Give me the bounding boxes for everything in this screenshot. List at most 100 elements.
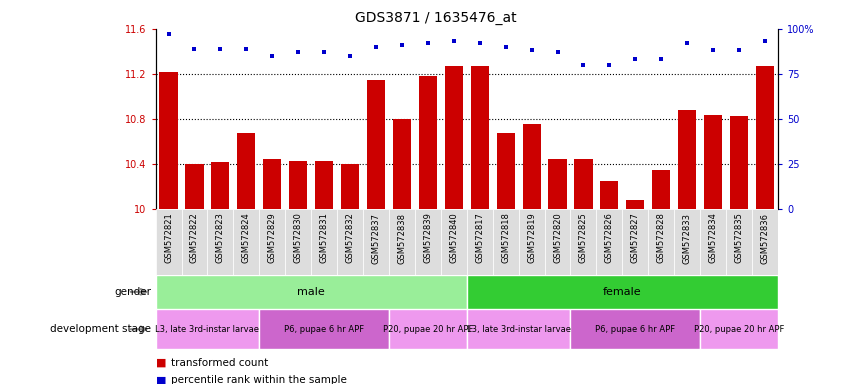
Text: GSM572828: GSM572828 <box>657 213 666 263</box>
Point <box>473 40 486 46</box>
Bar <box>237 132 256 209</box>
Text: GSM572839: GSM572839 <box>423 213 432 263</box>
Bar <box>419 76 437 209</box>
Bar <box>160 72 177 209</box>
Text: GSM572835: GSM572835 <box>734 213 743 263</box>
Point <box>654 56 668 63</box>
Bar <box>208 209 233 275</box>
Point <box>525 47 538 53</box>
Point <box>343 53 357 59</box>
Text: GSM572834: GSM572834 <box>709 213 717 263</box>
Bar <box>467 209 493 275</box>
Point <box>577 62 590 68</box>
Point <box>733 47 746 53</box>
Bar <box>389 309 467 349</box>
Bar <box>522 124 541 209</box>
Text: P6, pupae 6 hr APF: P6, pupae 6 hr APF <box>595 325 675 334</box>
Text: GSM572820: GSM572820 <box>553 213 562 263</box>
Text: GSM572832: GSM572832 <box>346 213 355 263</box>
Bar <box>211 162 230 209</box>
Point <box>421 40 435 46</box>
Point <box>161 31 175 37</box>
Bar <box>259 209 285 275</box>
Text: GSM572823: GSM572823 <box>216 213 225 263</box>
Point <box>706 47 720 53</box>
Bar <box>393 119 411 209</box>
Point <box>395 42 409 48</box>
Text: percentile rank within the sample: percentile rank within the sample <box>171 375 346 384</box>
Point <box>551 49 564 55</box>
Bar <box>315 161 333 209</box>
Point <box>317 49 331 55</box>
Bar <box>341 164 359 209</box>
Bar <box>678 110 696 209</box>
Text: GSM572821: GSM572821 <box>164 213 173 263</box>
Text: transformed count: transformed count <box>171 358 268 368</box>
Text: GSM572826: GSM572826 <box>605 213 614 263</box>
Point <box>292 49 305 55</box>
Point <box>369 44 383 50</box>
Bar <box>574 159 593 209</box>
Bar <box>600 181 618 209</box>
Bar <box>726 209 752 275</box>
Bar <box>285 209 311 275</box>
Text: GSM572829: GSM572829 <box>267 213 277 263</box>
Bar <box>289 161 307 209</box>
Text: development stage: development stage <box>50 324 151 334</box>
Bar <box>627 200 644 209</box>
Bar <box>493 209 519 275</box>
Bar <box>467 275 778 309</box>
Title: GDS3871 / 1635476_at: GDS3871 / 1635476_at <box>355 11 516 25</box>
Text: male: male <box>298 287 325 297</box>
Bar <box>674 209 700 275</box>
Bar <box>622 209 648 275</box>
Text: L3, late 3rd-instar larvae: L3, late 3rd-instar larvae <box>156 325 259 334</box>
Bar <box>311 209 337 275</box>
Bar <box>704 114 722 209</box>
Text: GSM572822: GSM572822 <box>190 213 199 263</box>
Point <box>447 38 461 45</box>
Bar <box>700 309 778 349</box>
Bar <box>756 66 774 209</box>
Point <box>266 53 279 59</box>
Bar <box>700 209 726 275</box>
Bar <box>389 209 415 275</box>
Bar <box>471 66 489 209</box>
Point <box>499 44 512 50</box>
Bar <box>415 209 441 275</box>
Bar <box>548 159 567 209</box>
Bar <box>185 164 204 209</box>
Bar <box>156 275 467 309</box>
Bar <box>263 159 282 209</box>
Text: GSM572838: GSM572838 <box>398 213 406 263</box>
Text: GSM572837: GSM572837 <box>372 213 380 263</box>
Bar <box>367 79 385 209</box>
Bar <box>259 309 389 349</box>
Bar <box>570 209 596 275</box>
Bar <box>445 66 463 209</box>
Text: ■: ■ <box>156 358 170 368</box>
Point <box>628 56 642 63</box>
Bar <box>648 209 674 275</box>
Point <box>759 38 772 45</box>
Text: gender: gender <box>114 287 151 297</box>
Point <box>240 46 253 52</box>
Text: GSM572824: GSM572824 <box>242 213 251 263</box>
Point <box>603 62 616 68</box>
Text: ■: ■ <box>156 375 170 384</box>
Bar <box>363 209 389 275</box>
Bar <box>467 309 570 349</box>
Point <box>680 40 694 46</box>
Text: GSM572825: GSM572825 <box>579 213 588 263</box>
Bar <box>570 309 700 349</box>
Text: P20, pupae 20 hr APF: P20, pupae 20 hr APF <box>694 325 784 334</box>
Text: GSM572840: GSM572840 <box>449 213 458 263</box>
Text: GSM572819: GSM572819 <box>527 213 536 263</box>
Point <box>188 46 201 52</box>
Bar <box>596 209 622 275</box>
Bar <box>652 170 670 209</box>
Text: GSM572827: GSM572827 <box>631 213 640 263</box>
Text: L3, late 3rd-instar larvae: L3, late 3rd-instar larvae <box>467 325 570 334</box>
Bar <box>233 209 259 275</box>
Bar <box>496 132 515 209</box>
